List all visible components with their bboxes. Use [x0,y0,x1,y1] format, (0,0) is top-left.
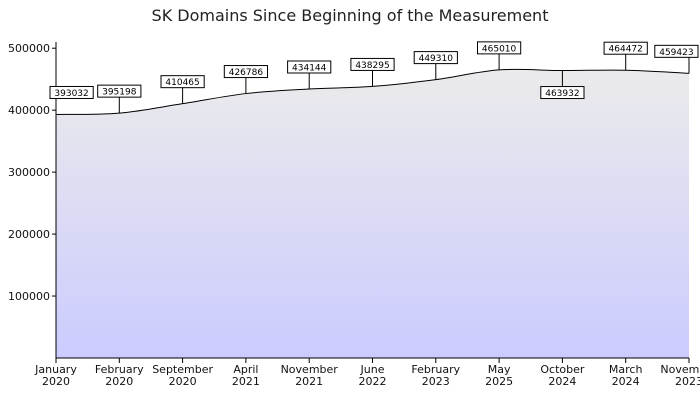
data-label-box [654,44,699,58]
x-tick-label-year: 2021 [295,375,323,388]
x-tick-label-year: 2020 [105,375,133,388]
data-label: 410465 [165,78,199,88]
x-tick-label-year: 2025 [485,375,513,388]
y-tick-label: 400000 [8,104,50,117]
x-tick-label-month: February [95,363,144,376]
data-label-box [97,84,142,98]
data-label-box [477,41,522,55]
data-label-box [413,51,458,65]
data-label-box [49,85,94,99]
x-tick-label-year: 2020 [42,375,70,388]
data-label: 465010 [482,44,517,54]
data-label-box [603,41,648,55]
x-tick-label-year: 2023 [422,375,450,388]
series-line [55,68,690,115]
data-label: 449310 [419,54,454,64]
chart-title: SK Domains Since Beginning of the Measur… [151,6,549,25]
data-label: 459423 [659,48,693,58]
x-tick-label-year: 2023 [675,375,700,388]
data-label: 434144 [292,64,327,74]
x-tick-label-year: 2020 [169,375,197,388]
y-tick-label: 300000 [8,166,50,179]
data-label-box [287,60,332,74]
area-fill [56,69,689,358]
x-tick-label-month: October [540,363,584,376]
x-tick-label-month: September [152,363,213,376]
data-label: 426786 [229,68,264,78]
data-label-box [350,57,395,71]
x-tick-label-month: April [233,363,258,376]
x-tick-label-year: 2024 [612,375,640,388]
y-tick-label: 500000 [8,42,50,55]
x-tick-label-month: May [488,363,511,376]
y-tick-label: 100000 [8,290,50,303]
x-tick-label-year: 2022 [359,375,387,388]
data-label: 463932 [545,89,579,99]
data-label: 438295 [355,61,389,71]
x-tick-label-month: November [660,363,700,376]
data-label: 393032 [54,89,88,99]
x-tick-label-month: November [281,363,339,376]
data-label: 395198 [102,88,137,98]
x-tick-label-month: June [360,363,385,376]
x-tick-label-month: March [609,363,643,376]
x-tick-label-month: January [34,363,77,376]
x-tick-label-month: February [411,363,460,376]
x-tick-label-year: 2021 [232,375,260,388]
data-label-box [223,65,269,79]
y-tick-label: 200000 [8,228,50,241]
x-tick-label-year: 2024 [548,375,576,388]
data-label: 464472 [609,45,643,55]
data-label-box [160,75,205,89]
data-label-box [540,86,585,100]
